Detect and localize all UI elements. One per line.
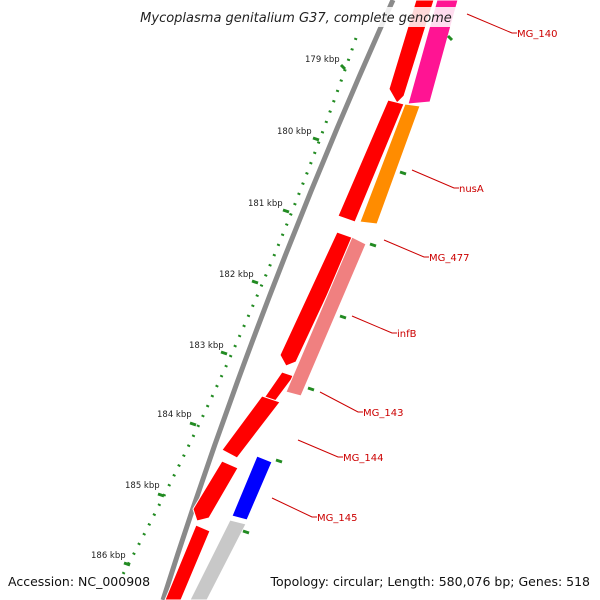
tick-labels: 179 kbp 180 kbp 181 kbp 182 kbp 183 kbp … xyxy=(91,55,340,561)
tick-label: 183 kbp xyxy=(189,341,224,351)
tick-label: 179 kbp xyxy=(305,55,340,65)
gene-label-leaders xyxy=(271,13,517,518)
gene-bar-grey xyxy=(189,519,247,600)
accession-text: Accession: NC_000908 xyxy=(8,574,151,589)
gene-label-MG_140: MG_140 xyxy=(517,29,557,40)
tick-label: 182 kbp xyxy=(219,270,254,280)
forward-cds-track xyxy=(164,0,435,600)
gene-bar-infB xyxy=(285,236,367,397)
gene-label-infB: infB xyxy=(397,329,417,340)
tick-label: 181 kbp xyxy=(248,199,283,209)
cds-forward-6 xyxy=(192,460,239,522)
cds-forward-5 xyxy=(221,395,281,459)
genome-backbone xyxy=(160,0,396,600)
gene-bar-MG_145 xyxy=(231,455,273,521)
cds-forward-7 xyxy=(164,524,211,600)
cds-forward-3 xyxy=(279,231,355,367)
inner-tick-dashes xyxy=(123,63,347,567)
map-title: Mycoplasma genitalium G37, complete geno… xyxy=(140,11,452,26)
title-backdrop xyxy=(132,7,462,27)
tick-label: 186 kbp xyxy=(91,551,126,561)
gene-label-MG_477: MG_477 xyxy=(429,253,469,264)
genome-summary-text: Topology: circular; Length: 580,076 bp; … xyxy=(270,574,591,589)
gene-label-MG_144: MG_144 xyxy=(343,453,383,464)
tick-label: 180 kbp xyxy=(277,127,312,137)
gene-label-nusA: nusA xyxy=(459,184,484,195)
gene-bar-nusA xyxy=(359,103,421,225)
outer-tick-dashes xyxy=(242,34,454,535)
tick-label: 184 kbp xyxy=(157,410,192,420)
gene-labels: MG_140 nusA MG_477 infB MG_143 MG_144 MG… xyxy=(317,29,557,524)
gene-label-MG_143: MG_143 xyxy=(363,408,403,419)
tick-label: 185 kbp xyxy=(125,481,160,491)
cds-forward-2 xyxy=(337,99,405,223)
gene-label-MG_145: MG_145 xyxy=(317,513,357,524)
